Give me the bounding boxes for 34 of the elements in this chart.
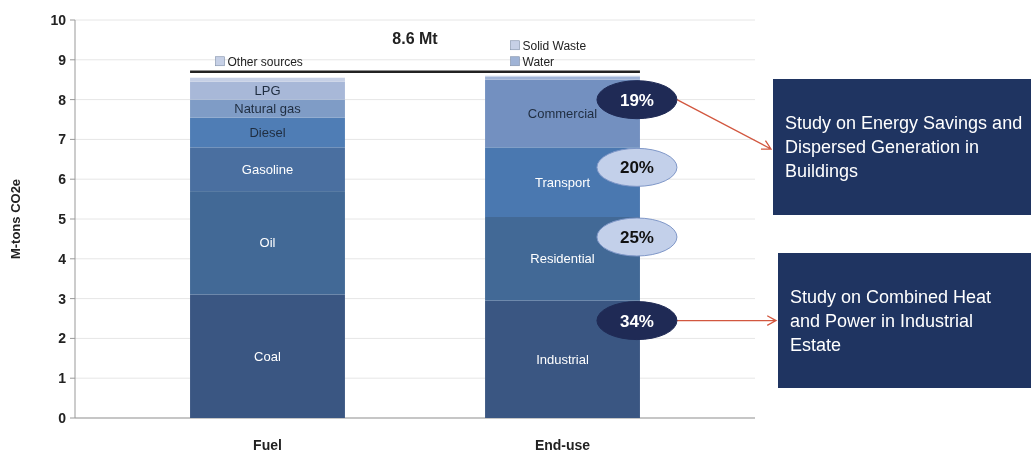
text: Study on Energy Savings and Dispersed Generation in Buildings: [785, 113, 1023, 181]
x-tick-label: End-use: [534, 437, 591, 452]
series-label: Transport: [534, 174, 591, 190]
y-tick-label: 0: [58, 410, 67, 426]
series-label: LPG: [254, 83, 281, 99]
y-tick-label: 10: [50, 12, 67, 28]
series-label: Industrial: [536, 351, 589, 367]
annotation: 34%: [619, 311, 654, 331]
y-tick-label: 1: [58, 370, 67, 387]
annotation: 20%: [619, 158, 654, 178]
series-label: Natural gas: [234, 101, 302, 117]
series-label: Gasoline: [241, 161, 294, 177]
x-tick-label: Fuel: [253, 437, 282, 452]
legend-label: Other sources: [227, 54, 303, 69]
y-axis-title: M-tons CO2e: [8, 178, 23, 260]
y-tick-label: 8: [58, 91, 67, 108]
y-tick-label: 6: [58, 171, 67, 188]
text: Study on Combined Heat and Power in Industrial Estate: [790, 286, 992, 355]
y-tick-label: 5: [58, 211, 67, 227]
series-label: Commercial: [527, 106, 598, 122]
y-tick-label: 4: [58, 250, 67, 267]
y-tick-label: 3: [58, 290, 67, 307]
series-label: Residential: [530, 251, 595, 267]
ref-line-label: 8.6 Mt: [392, 29, 439, 47]
series-label: Oil: [259, 235, 276, 251]
annotation: 19%: [619, 90, 654, 110]
y-tick-label: 9: [58, 51, 67, 68]
annotation: 25%: [619, 228, 654, 248]
legend-label: Solid Waste: [522, 38, 587, 53]
y-tick-label: 7: [58, 131, 67, 148]
series-label: Diesel: [249, 124, 286, 140]
y-tick-label: 2: [58, 330, 67, 347]
series-label: Coal: [254, 348, 281, 364]
legend-label: Water: [522, 54, 555, 69]
